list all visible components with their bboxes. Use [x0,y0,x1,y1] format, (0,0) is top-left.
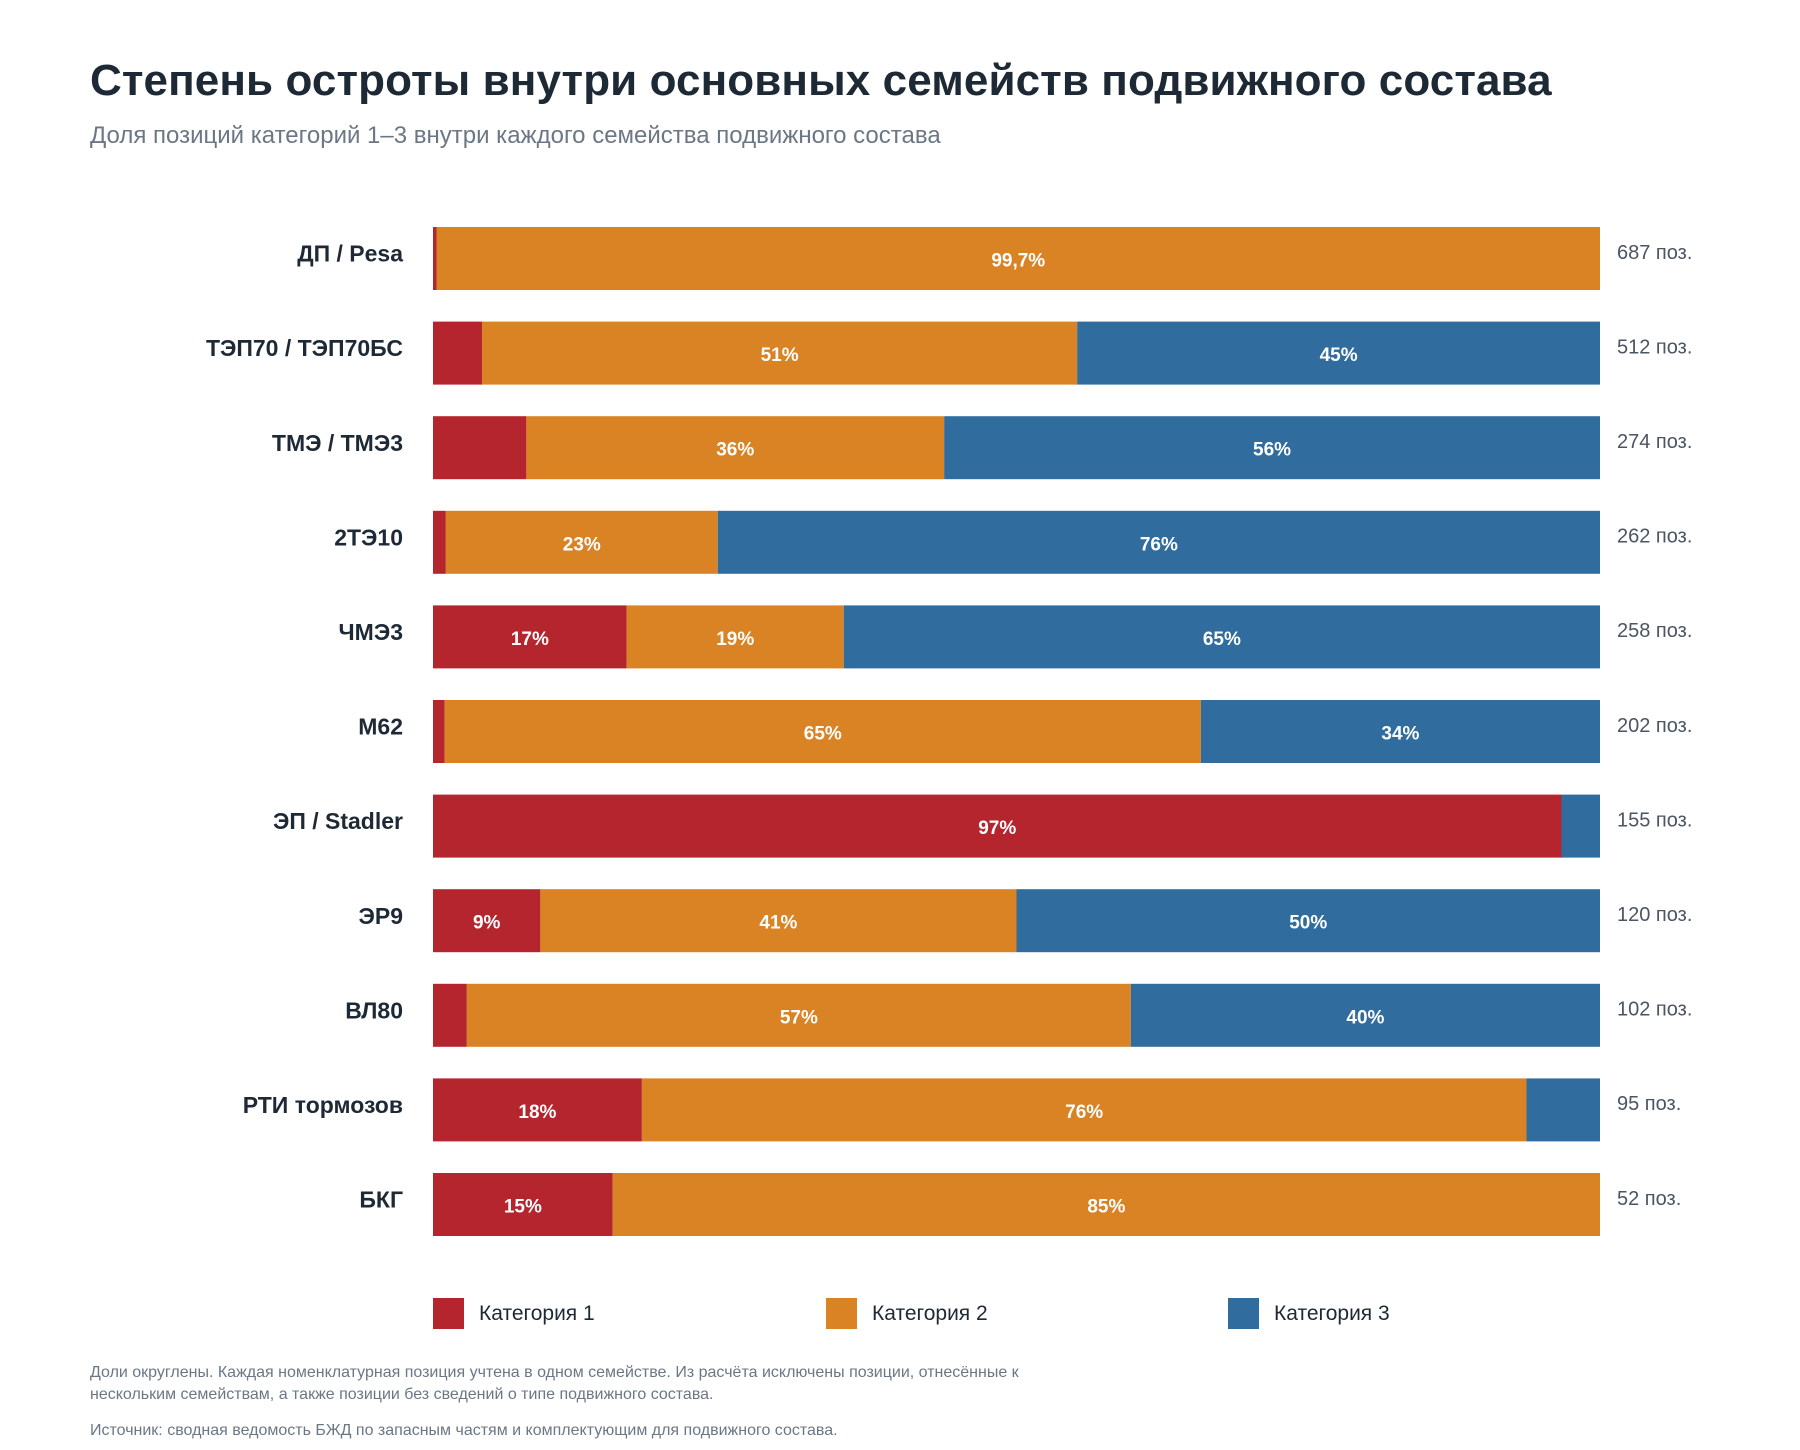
bar-segment-cat3 [1200,700,1600,763]
category-label: ТЭП70 / ТЭП70БС [206,335,403,361]
category-label: РТИ тормозов [243,1092,403,1118]
count-label: 687 поз. [1617,242,1692,264]
category-label: ЧМЭ3 [339,619,403,645]
segment-value-label: 76% [1140,534,1178,555]
legend-item-cat3: Категория 3 [1228,1298,1390,1329]
segment-value-label: 56% [1253,440,1291,461]
chart-title: Степень остроты внутри основных семейств… [90,56,1552,105]
count-label: 512 поз. [1617,336,1692,358]
bar-segment-cat3 [1016,889,1600,953]
bar-segment-cat1 [433,227,437,290]
segment-value-label: 40% [1346,1007,1384,1028]
legend-label-cat3: Категория 3 [1274,1301,1390,1325]
bar-segment-cat3 [843,605,1600,669]
segment-value-label: 34% [1381,724,1419,745]
category-label: ТМЭ / ТМЭ3 [272,430,403,456]
bar-segment-cat2 [612,1173,1600,1236]
bar-segment-cat2 [466,983,1131,1047]
bar-row-бкг: БКГ 15% 85% 52 поз. [359,1173,1681,1236]
segment-value-label: 23% [563,534,601,555]
segment-value-label: 19% [716,629,754,650]
count-label: 95 поз. [1617,1093,1681,1115]
category-label: ЭП / Stadler [273,808,403,834]
bar-segment-cat3 [944,416,1600,480]
bar-segment-cat2 [445,510,718,574]
legend-swatch-cat2 [826,1298,857,1329]
count-label: 262 поз. [1617,526,1692,548]
bar-row-эп-stadler: ЭП / Stadler 97% 155 поз. [273,794,1692,858]
segment-value-label: 45% [1320,345,1358,366]
count-label: 202 поз. [1617,715,1692,737]
bar-segment-cat1 [433,321,483,385]
segment-value-label: 15% [504,1197,542,1218]
bar-segment-cat2 [626,605,844,669]
bar-row-эр9: ЭР9 9% 41% 50% 120 поз. [359,889,1692,953]
bar-segment-cat2 [444,700,1201,763]
bar-segment-cat3 [1130,983,1600,1047]
category-label: ВЛ80 [345,997,403,1023]
bar-segment-cat1 [433,1078,642,1142]
bar-segment-cat3 [1077,321,1600,385]
bar-segment-cat1 [433,605,627,669]
bar-segment-cat1 [433,889,541,953]
segment-value-label: 41% [759,913,797,934]
bar-row-тэп70-тэп70бс: ТЭП70 / ТЭП70БС 51% 45% 512 поз. [206,321,1692,385]
bar-segment-cat2 [482,321,1078,385]
count-label: 52 поз. [1617,1188,1681,1210]
category-label: ЭР9 [359,903,404,929]
segment-value-label: 97% [978,818,1016,839]
bar-segment-cat1 [433,700,445,763]
count-label: 274 поз. [1617,431,1692,453]
segment-value-label: 50% [1289,913,1327,934]
legend-swatch-cat1 [433,1298,464,1329]
segment-value-label: 85% [1087,1197,1125,1218]
segment-value-label: 76% [1065,1102,1103,1123]
segment-value-label: 65% [1203,629,1241,650]
bar-segment-cat1 [433,1173,613,1236]
segment-value-label: 18% [518,1102,556,1123]
segment-value-label: 51% [761,345,799,366]
chart-subtitle: Доля позиций категорий 1–3 внутри каждог… [90,122,941,149]
legend-label-cat1: Категория 1 [479,1301,595,1325]
bar-segment-cat3 [717,510,1600,574]
source-note: Источник: сводная ведомость БЖД по запас… [90,1422,838,1439]
count-label: 102 поз. [1617,999,1692,1021]
category-label: ДП / Pesa [297,241,403,267]
segment-value-label: 57% [780,1007,818,1028]
bar-segment-cat1 [433,416,527,480]
bar-segment-cat1 [433,510,446,574]
category-label: 2ТЭ10 [334,524,403,550]
legend-item-cat2: Категория 2 [826,1298,988,1329]
segment-value-label: 17% [511,629,549,650]
bar-segment-cat2 [641,1078,1527,1142]
segment-value-label: 9% [473,913,501,934]
bar-row-м62: М62 65% 34% 202 поз. [358,700,1692,763]
bar-row-дп-pesa: ДП / Pesa 99,7% 687 поз. [297,227,1692,290]
bar-row-2тэ10: 2ТЭ10 23% 76% 262 поз. [334,510,1692,574]
bar-segment-cat3 [1526,1078,1600,1142]
bar-segment-cat3 [1561,794,1600,858]
legend-swatch-cat3 [1228,1298,1259,1329]
stacked-bar-chart: ДП / Pesa 99,7% 687 поз. ТЭП70 / ТЭП70БС 51%… [206,227,1692,1236]
bar-row-чмэ3: ЧМЭ3 17% 19% 65% 258 поз. [339,605,1692,669]
category-label: М62 [358,714,403,740]
bar-segment-cat2 [540,889,1017,953]
segment-value-label: 36% [716,440,754,461]
bar-segment-cat2 [436,227,1600,290]
segment-value-label: 99,7% [991,251,1045,272]
legend-item-cat1: Категория 1 [433,1298,595,1329]
count-label: 120 поз. [1617,904,1692,926]
segment-value-label: 65% [804,724,842,745]
bar-segment-cat1 [433,794,1562,858]
footnote: Доли округлены. Каждая номенклатурная по… [90,1364,1019,1403]
count-label: 155 поз. [1617,809,1692,831]
bar-segment-cat2 [526,416,945,480]
category-label: БКГ [359,1187,403,1213]
bar-row-рти-тормозов: РТИ тормозов 18% 76% 95 поз. [243,1078,1681,1142]
legend-label-cat2: Категория 2 [872,1301,988,1325]
bar-row-тмэ-тмэ3: ТМЭ / ТМЭ3 36% 56% 274 поз. [272,416,1692,480]
count-label: 258 поз. [1617,620,1692,642]
bar-segment-cat1 [433,983,467,1047]
bar-row-вл80: ВЛ80 57% 40% 102 поз. [345,983,1692,1047]
